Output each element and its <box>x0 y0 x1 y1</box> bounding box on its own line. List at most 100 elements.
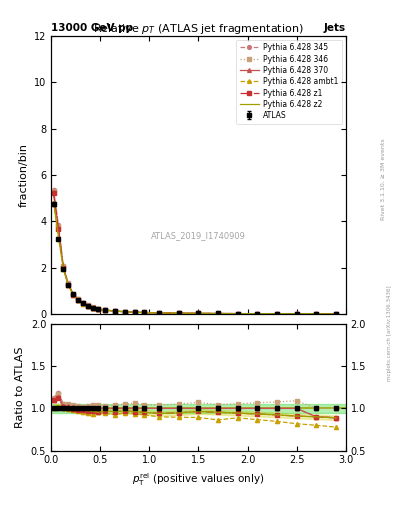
Pythia 6.428 z2 <box>71 291 75 297</box>
Pythia 6.428 345 <box>61 263 66 269</box>
Pythia 6.428 370 <box>157 310 162 316</box>
Pythia 6.428 345 <box>76 296 81 303</box>
Pythia 6.428 345 <box>81 300 85 306</box>
Pythia 6.428 z2 <box>66 282 71 288</box>
Pythia 6.428 z2 <box>76 297 81 303</box>
Pythia 6.428 345 <box>132 309 137 315</box>
Pythia 6.428 z2 <box>196 310 201 316</box>
Pythia 6.428 z1 <box>314 311 319 317</box>
Pythia 6.428 346 <box>157 310 162 316</box>
Line: Pythia 6.428 345: Pythia 6.428 345 <box>51 188 338 316</box>
Pythia 6.428 346 <box>90 304 95 310</box>
Pythia 6.428 345 <box>314 311 319 317</box>
Pythia 6.428 346 <box>235 310 240 316</box>
Pythia 6.428 z1 <box>157 310 162 316</box>
Pythia 6.428 346 <box>61 263 66 269</box>
Pythia 6.428 z2 <box>216 310 220 316</box>
Pythia 6.428 z2 <box>81 300 85 306</box>
Pythia 6.428 370 <box>216 310 220 316</box>
Pythia 6.428 370 <box>61 265 66 271</box>
Pythia 6.428 ambt1 <box>113 308 118 314</box>
Pythia 6.428 ambt1 <box>176 310 181 316</box>
Pythia 6.428 345 <box>95 306 100 312</box>
Pythia 6.428 z2 <box>90 305 95 311</box>
Pythia 6.428 345 <box>123 309 127 315</box>
Pythia 6.428 z2 <box>255 311 260 317</box>
Pythia 6.428 346 <box>95 306 100 312</box>
Pythia 6.428 z2 <box>314 311 319 317</box>
Pythia 6.428 370 <box>56 225 61 231</box>
Pythia 6.428 346 <box>334 311 338 317</box>
Pythia 6.428 345 <box>334 311 338 317</box>
Pythia 6.428 346 <box>76 296 81 302</box>
Pythia 6.428 370 <box>132 309 137 315</box>
Pythia 6.428 z1 <box>235 311 240 317</box>
Pythia 6.428 ambt1 <box>294 311 299 317</box>
Pythia 6.428 ambt1 <box>235 311 240 317</box>
Pythia 6.428 ambt1 <box>71 292 75 298</box>
Pythia 6.428 ambt1 <box>61 266 66 272</box>
Y-axis label: Ratio to ATLAS: Ratio to ATLAS <box>15 347 25 428</box>
Pythia 6.428 ambt1 <box>142 310 147 316</box>
Pythia 6.428 z1 <box>123 309 127 315</box>
Pythia 6.428 ambt1 <box>51 200 56 206</box>
Pythia 6.428 346 <box>51 188 56 194</box>
Text: Rivet 3.1.10, ≥ 3M events: Rivet 3.1.10, ≥ 3M events <box>381 138 386 220</box>
Pythia 6.428 ambt1 <box>81 301 85 307</box>
Pythia 6.428 345 <box>176 310 181 316</box>
Pythia 6.428 z2 <box>61 266 66 272</box>
Bar <box>51 404 346 413</box>
Pythia 6.428 ambt1 <box>123 309 127 315</box>
Pythia 6.428 346 <box>56 223 61 229</box>
Pythia 6.428 345 <box>157 310 162 316</box>
Pythia 6.428 z1 <box>66 282 71 288</box>
Pythia 6.428 346 <box>132 309 137 315</box>
Pythia 6.428 370 <box>51 189 56 196</box>
Pythia 6.428 345 <box>294 311 299 317</box>
Pythia 6.428 z1 <box>61 265 66 271</box>
Pythia 6.428 345 <box>86 303 90 309</box>
Pythia 6.428 z1 <box>132 309 137 315</box>
Pythia 6.428 370 <box>294 311 299 317</box>
Y-axis label: fraction/bin: fraction/bin <box>18 143 28 207</box>
Pythia 6.428 z2 <box>123 309 127 315</box>
Pythia 6.428 346 <box>255 311 260 317</box>
Pythia 6.428 345 <box>216 310 220 316</box>
Pythia 6.428 ambt1 <box>132 309 137 315</box>
Pythia 6.428 ambt1 <box>95 306 100 312</box>
Pythia 6.428 z1 <box>196 310 201 316</box>
Pythia 6.428 345 <box>51 187 56 193</box>
Text: ATLAS_2019_I1740909: ATLAS_2019_I1740909 <box>151 231 246 241</box>
Line: Pythia 6.428 370: Pythia 6.428 370 <box>51 190 338 316</box>
Line: Pythia 6.428 z1: Pythia 6.428 z1 <box>51 191 338 316</box>
Pythia 6.428 370 <box>176 310 181 316</box>
Pythia 6.428 346 <box>66 281 71 287</box>
Pythia 6.428 346 <box>176 310 181 316</box>
Pythia 6.428 z1 <box>294 311 299 317</box>
Pythia 6.428 370 <box>123 309 127 315</box>
Pythia 6.428 345 <box>255 311 260 317</box>
Pythia 6.428 z1 <box>95 306 100 312</box>
Pythia 6.428 370 <box>76 296 81 303</box>
Pythia 6.428 345 <box>103 307 108 313</box>
Pythia 6.428 370 <box>90 305 95 311</box>
Pythia 6.428 370 <box>314 311 319 317</box>
Pythia 6.428 z1 <box>71 291 75 297</box>
Pythia 6.428 ambt1 <box>314 311 319 317</box>
Pythia 6.428 ambt1 <box>275 311 279 317</box>
Pythia 6.428 ambt1 <box>216 310 220 316</box>
Pythia 6.428 370 <box>113 308 118 314</box>
Pythia 6.428 ambt1 <box>66 282 71 288</box>
Pythia 6.428 z2 <box>113 308 118 314</box>
Pythia 6.428 370 <box>235 310 240 316</box>
Pythia 6.428 z2 <box>103 307 108 313</box>
Text: mcplots.cern.ch [arXiv:1306.3436]: mcplots.cern.ch [arXiv:1306.3436] <box>387 285 391 380</box>
Pythia 6.428 345 <box>275 311 279 317</box>
Pythia 6.428 z2 <box>95 306 100 312</box>
Pythia 6.428 z2 <box>334 311 338 317</box>
Pythia 6.428 z1 <box>334 311 338 317</box>
Pythia 6.428 z2 <box>275 311 279 317</box>
Pythia 6.428 z1 <box>142 309 147 315</box>
Pythia 6.428 346 <box>103 307 108 313</box>
Pythia 6.428 z2 <box>294 311 299 317</box>
